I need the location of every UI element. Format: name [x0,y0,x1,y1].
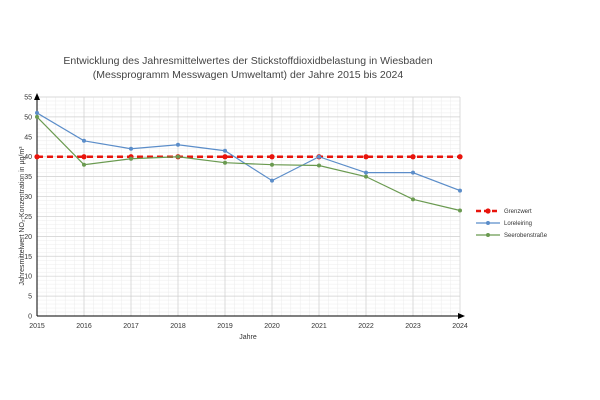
y-axis-label: Jahresmittelwert NO₂-Konzentration in µg… [19,146,26,286]
data-point-seerobenstra-e [129,156,133,161]
data-point-seerobenstra-e [82,162,86,167]
x-tick-label: 2018 [170,323,186,330]
data-point-loreleiring [35,110,39,115]
data-point-grenzwert [363,154,369,160]
data-point-loreleiring [223,148,227,153]
x-tick-label: 2022 [358,323,374,330]
y-tick-labels: 0 5 10 15 20 25 30 35 40 45 50 55 [24,95,32,321]
y-axis-arrow [34,93,40,100]
x-tick-label: 2024 [452,323,468,330]
chart-grid [36,96,461,317]
data-point-grenzwert [457,154,463,160]
data-point-seerobenstra-e [458,208,462,213]
y-tick-label: 25 [24,214,32,221]
y-tick-label: 50 [24,114,32,121]
data-point-seerobenstra-e [35,114,39,119]
chart-legend: Grenzwert Loreleiring Seerobenstraße [476,208,548,239]
data-point-loreleiring [82,138,86,143]
data-point-loreleiring [411,170,415,175]
chart-title-line: (Messprogramm Messwagen Umweltamt) der J… [93,69,404,81]
y-tick-label: 45 [24,134,32,141]
data-point-loreleiring [364,170,368,175]
data-point-grenzwert [34,154,40,160]
y-tick-label: 0 [28,314,32,321]
chart-title: Entwicklung des Jahresmittelwertes der S… [63,55,432,81]
data-point-grenzwert [410,154,416,160]
y-tick-label: 30 [24,194,32,201]
y-tick-label: 35 [24,174,32,181]
x-axis-label: Jahre [239,334,257,341]
x-tick-label: 2021 [311,323,327,330]
legend-marker [486,233,490,237]
data-point-loreleiring [270,178,274,183]
x-tick-label: 2015 [29,323,45,330]
data-point-loreleiring [317,154,321,159]
y-tick-label: 20 [24,234,32,241]
chart-series [34,110,463,213]
y-tick-label: 40 [24,154,32,161]
data-point-loreleiring [129,146,133,151]
x-tick-labels: 2015 2016 2017 2018 2019 2020 2021 2022 2023 2024 [29,323,468,330]
data-point-loreleiring [458,188,462,193]
data-point-grenzwert [222,154,228,160]
data-point-seerobenstra-e [364,174,368,179]
data-point-loreleiring [176,142,180,147]
data-point-seerobenstra-e [223,160,227,165]
series-line-loreleiring [36,112,461,192]
x-tick-label: 2017 [123,323,139,330]
data-point-seerobenstra-e [270,162,274,167]
legend-label: Loreleiring [504,221,532,227]
data-point-seerobenstra-e [411,197,415,202]
chart-axes [34,93,465,319]
y-tick-label: 5 [28,294,32,301]
data-point-grenzwert [81,154,87,160]
data-point-grenzwert [269,154,275,160]
x-axis-arrow [458,313,465,319]
y-tick-label: 10 [24,274,32,281]
y-tick-label: 15 [24,254,32,261]
legend-label: Grenzwert [504,209,532,215]
chart-title-line: Entwicklung des Jahresmittelwertes der S… [63,55,432,67]
series-line-seerobenstra-e [36,116,461,212]
legend-marker [486,221,490,225]
x-tick-label: 2020 [264,323,280,330]
data-point-seerobenstra-e [317,163,321,168]
y-tick-label: 55 [24,95,32,102]
legend-label: Seerobenstraße [504,233,548,239]
x-tick-label: 2019 [217,323,233,330]
x-tick-label: 2023 [405,323,421,330]
legend-marker [485,208,491,214]
x-tick-label: 2016 [76,323,92,330]
data-point-seerobenstra-e [176,154,180,159]
